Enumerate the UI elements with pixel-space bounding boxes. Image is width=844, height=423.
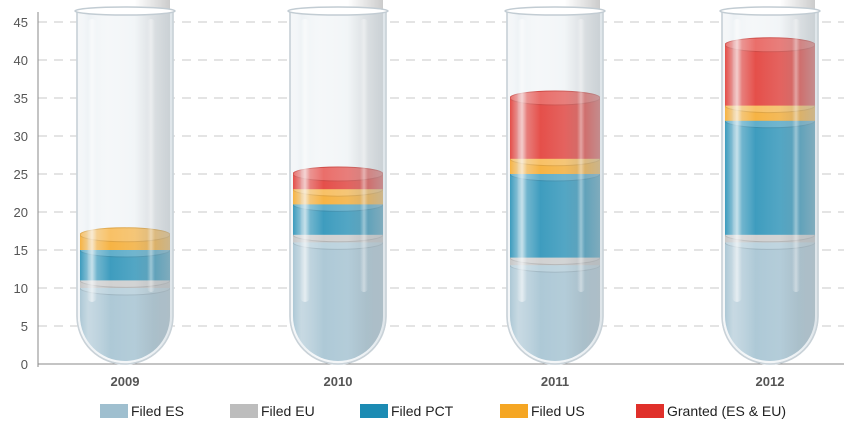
legend: Filed ES Filed EU Filed PCT Filed US Granted… [100, 403, 786, 419]
tube-rim-2012 [719, 6, 821, 16]
y-tick-label-40: 40 [14, 53, 28, 68]
x-tick-label-2010: 2010 [324, 374, 353, 389]
y-tick-label-0: 0 [21, 357, 28, 372]
y-tick-label-10: 10 [14, 281, 28, 296]
tubes-layer [74, 0, 821, 365]
y-tick-label-15: 15 [14, 243, 28, 258]
x-tick-label-2011: 2011 [541, 374, 569, 389]
tube-rim-2010 [287, 6, 389, 16]
y-tick-label-35: 35 [14, 91, 28, 106]
x-tick-label-2009: 2009 [111, 374, 140, 389]
legend-swatch-granted-es-eu- [636, 404, 664, 418]
tube-2011 [504, 0, 606, 365]
legend-swatch-filed-es [100, 404, 128, 418]
tube-rim-2009 [74, 6, 176, 16]
legend-swatch-filed-us [500, 404, 528, 418]
tube-2012 [719, 0, 821, 365]
legend-label-filed-eu: Filed EU [261, 403, 315, 419]
legend-label-granted-es-eu-: Granted (ES & EU) [667, 403, 786, 419]
legend-swatch-filed-pct [360, 404, 388, 418]
y-tick-label-20: 20 [14, 205, 28, 220]
y-tick-label-5: 5 [21, 319, 28, 334]
x-tick-label-2012: 2012 [756, 374, 785, 389]
tube-2009 [74, 0, 176, 365]
y-tick-label-25: 25 [14, 167, 28, 182]
legend-label-filed-es: Filed ES [131, 403, 184, 419]
legend-label-filed-us: Filed US [531, 403, 585, 419]
tube-rim-2011 [504, 6, 606, 16]
y-tick-label-30: 30 [14, 129, 28, 144]
y-tick-label-45: 45 [14, 15, 28, 30]
legend-label-filed-pct: Filed PCT [391, 403, 454, 419]
legend-swatch-filed-eu [230, 404, 258, 418]
axis-layer: 0 5 10 15 20 25 30 35 40 45 2009 2010 2011 2012 [14, 12, 844, 389]
tube-2010 [287, 0, 389, 365]
